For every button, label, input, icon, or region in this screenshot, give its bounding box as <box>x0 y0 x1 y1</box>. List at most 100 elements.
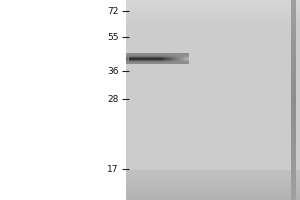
Bar <box>126 136 300 137</box>
Bar <box>187 58 188 59</box>
Bar <box>146 57 147 58</box>
Bar <box>156 55 157 56</box>
Bar <box>175 62 176 63</box>
Bar <box>165 60 166 61</box>
Bar <box>160 60 161 61</box>
Bar <box>126 57 127 58</box>
Bar <box>173 56 174 57</box>
Bar <box>142 61 143 62</box>
Bar <box>187 56 188 57</box>
Bar <box>154 63 155 64</box>
Bar <box>291 95 296 96</box>
Bar <box>126 96 300 97</box>
Bar <box>158 58 159 59</box>
Bar <box>126 166 300 167</box>
Bar <box>126 69 300 70</box>
Bar <box>139 63 140 64</box>
Bar <box>144 61 145 62</box>
Bar <box>151 57 152 58</box>
Bar <box>138 63 139 64</box>
Bar <box>126 115 300 116</box>
Bar <box>126 51 300 52</box>
Bar <box>126 196 300 197</box>
Bar <box>182 54 183 55</box>
Bar <box>154 53 155 54</box>
Bar <box>182 63 183 64</box>
Bar <box>126 76 300 77</box>
Bar <box>153 54 154 55</box>
Bar <box>172 61 173 62</box>
Bar <box>126 63 300 64</box>
Bar <box>126 176 300 177</box>
Bar <box>159 62 160 63</box>
Bar <box>143 58 144 59</box>
Bar <box>164 60 165 61</box>
Bar <box>291 107 296 108</box>
Bar <box>148 59 149 60</box>
Bar <box>126 163 300 164</box>
Bar <box>141 53 142 54</box>
Bar <box>155 58 156 59</box>
Bar <box>175 54 176 55</box>
Bar <box>151 61 152 62</box>
Bar <box>176 57 177 58</box>
Bar <box>291 42 296 43</box>
Bar <box>141 56 142 57</box>
Bar <box>291 148 296 149</box>
Bar <box>186 56 187 57</box>
Bar <box>140 55 141 56</box>
Bar <box>291 43 296 44</box>
Bar <box>155 55 156 56</box>
Bar <box>157 54 158 55</box>
Bar <box>142 60 143 61</box>
Bar <box>132 57 133 58</box>
Bar <box>291 109 296 110</box>
Bar <box>291 144 296 145</box>
Bar <box>291 143 296 144</box>
Bar <box>126 31 300 32</box>
Bar <box>145 62 146 63</box>
Bar <box>169 54 170 55</box>
Bar <box>150 56 151 57</box>
Bar <box>291 70 296 71</box>
Bar <box>137 54 138 55</box>
Text: 72: 72 <box>107 6 118 16</box>
Bar <box>291 4 296 5</box>
Bar <box>139 54 140 55</box>
Bar <box>182 58 183 59</box>
Bar <box>152 63 153 64</box>
Bar <box>149 59 150 60</box>
Bar <box>140 58 141 59</box>
Bar <box>140 54 141 55</box>
Bar <box>126 118 300 119</box>
Bar <box>126 165 300 166</box>
Bar <box>167 55 168 56</box>
Bar <box>138 54 139 55</box>
Bar <box>154 55 155 56</box>
Bar <box>147 58 148 59</box>
Bar <box>291 151 296 152</box>
Bar <box>138 60 139 61</box>
Bar <box>291 13 296 14</box>
Bar <box>291 121 296 122</box>
Bar <box>158 56 159 57</box>
Bar <box>168 55 169 56</box>
Bar <box>151 58 152 59</box>
Bar <box>164 62 165 63</box>
Bar <box>291 164 296 165</box>
Bar <box>150 59 151 60</box>
Bar <box>126 110 300 111</box>
Bar <box>126 1 300 2</box>
Bar <box>187 62 188 63</box>
Bar <box>291 94 296 95</box>
Bar <box>126 130 300 131</box>
Bar <box>126 55 300 56</box>
Bar <box>126 109 300 110</box>
Bar <box>129 53 130 54</box>
Bar <box>181 62 182 63</box>
Bar <box>126 133 300 134</box>
Bar <box>157 56 158 57</box>
Bar <box>130 57 131 58</box>
Bar <box>171 60 172 61</box>
Bar <box>139 57 140 58</box>
